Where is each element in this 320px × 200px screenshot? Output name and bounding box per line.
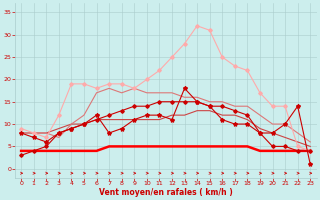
- X-axis label: Vent moyen/en rafales ( km/h ): Vent moyen/en rafales ( km/h ): [99, 188, 233, 197]
